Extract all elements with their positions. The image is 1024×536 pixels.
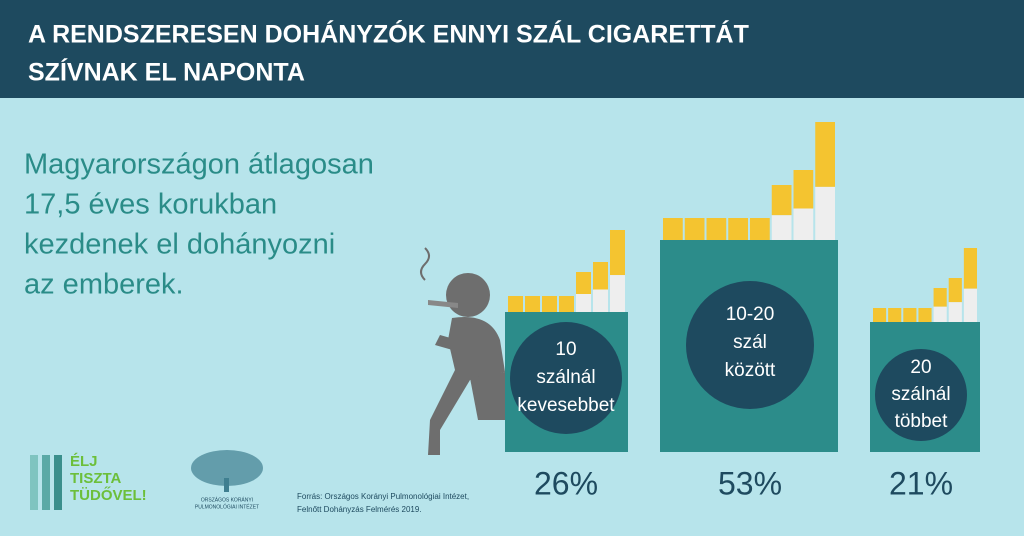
cigarette [903,308,917,322]
cigarette [948,278,962,303]
pack-badge [875,349,967,441]
pack-label: szálnál [536,367,595,388]
cigarette [815,186,835,240]
cigarette [815,122,835,187]
intro-line: 17,5 éves korukban [24,189,277,221]
intro-line: kezdenek el dohányozni [24,229,335,261]
cigarette [559,296,574,312]
logo-text: TÜDŐVEL! [70,486,147,504]
cigarette [576,294,591,312]
title-line: A RENDSZERESEN DOHÁNYZÓK ENNYI SZÁL CIGA… [28,19,749,49]
percent: 53% [718,465,782,501]
logo-text: PULMONOLÓGIAI INTÉZET [195,503,259,510]
cigarette [933,306,947,322]
header [0,0,1024,98]
logo-text: TISZTA [70,470,122,487]
cigarette [728,218,748,240]
cigarette [610,230,625,276]
cigarette [793,208,814,240]
cigarette [933,288,947,307]
cigarette [750,218,770,240]
cigarette [873,308,887,322]
pack-label: között [725,360,776,381]
cigarettes [508,122,977,322]
pack-label: szálnál [891,384,950,405]
cigarette [684,218,705,240]
percent: 21% [889,465,953,501]
title-line: SZÍVNAK EL NAPONTA [28,58,305,87]
percent: 26% [534,465,598,501]
cigarette [663,218,683,240]
cigarette [610,275,625,312]
cigarette [706,218,727,240]
pack-badge [686,281,814,409]
cigarette [888,308,902,322]
cigarette [542,296,557,312]
logo-text: ÉLJ [70,453,98,470]
pack-label: 10-20 [726,304,775,325]
intro-line: az emberek. [24,269,184,301]
cigarette [948,302,962,322]
cigarette [793,170,814,209]
logo-text: ORSZÁGOS KORÁNYI [201,496,253,503]
pack-label: 10 [555,339,576,360]
pack-label: többet [895,411,949,432]
cigarette [771,215,792,240]
cigarette [963,248,977,289]
cigarette [771,185,792,216]
cigarette [525,296,540,312]
source: Forrás: Országos Korányi Pulmonológiai I… [297,492,469,501]
pack-label: szál [733,332,767,353]
institute-logo: ORSZÁGOS KORÁNYI PULMONOLÓGIAI INTÉZET [191,450,263,510]
cigarette [576,272,591,294]
pack-label: kevesebbet [517,395,615,416]
cigarette [963,288,977,322]
cigarette [593,262,608,290]
pack-badge [510,322,622,434]
intro-line: Magyarországon átlagosan [24,149,374,181]
campaign-logo: ÉLJ TISZTA TÜDŐVEL! [30,453,147,510]
source: Felnőtt Dohányzás Felmérés 2019. [297,505,422,514]
smoker-icon [420,247,505,455]
pack-label: 20 [910,357,931,378]
cigarette [508,296,523,312]
cigarette [593,289,608,312]
cigarette [918,308,932,322]
